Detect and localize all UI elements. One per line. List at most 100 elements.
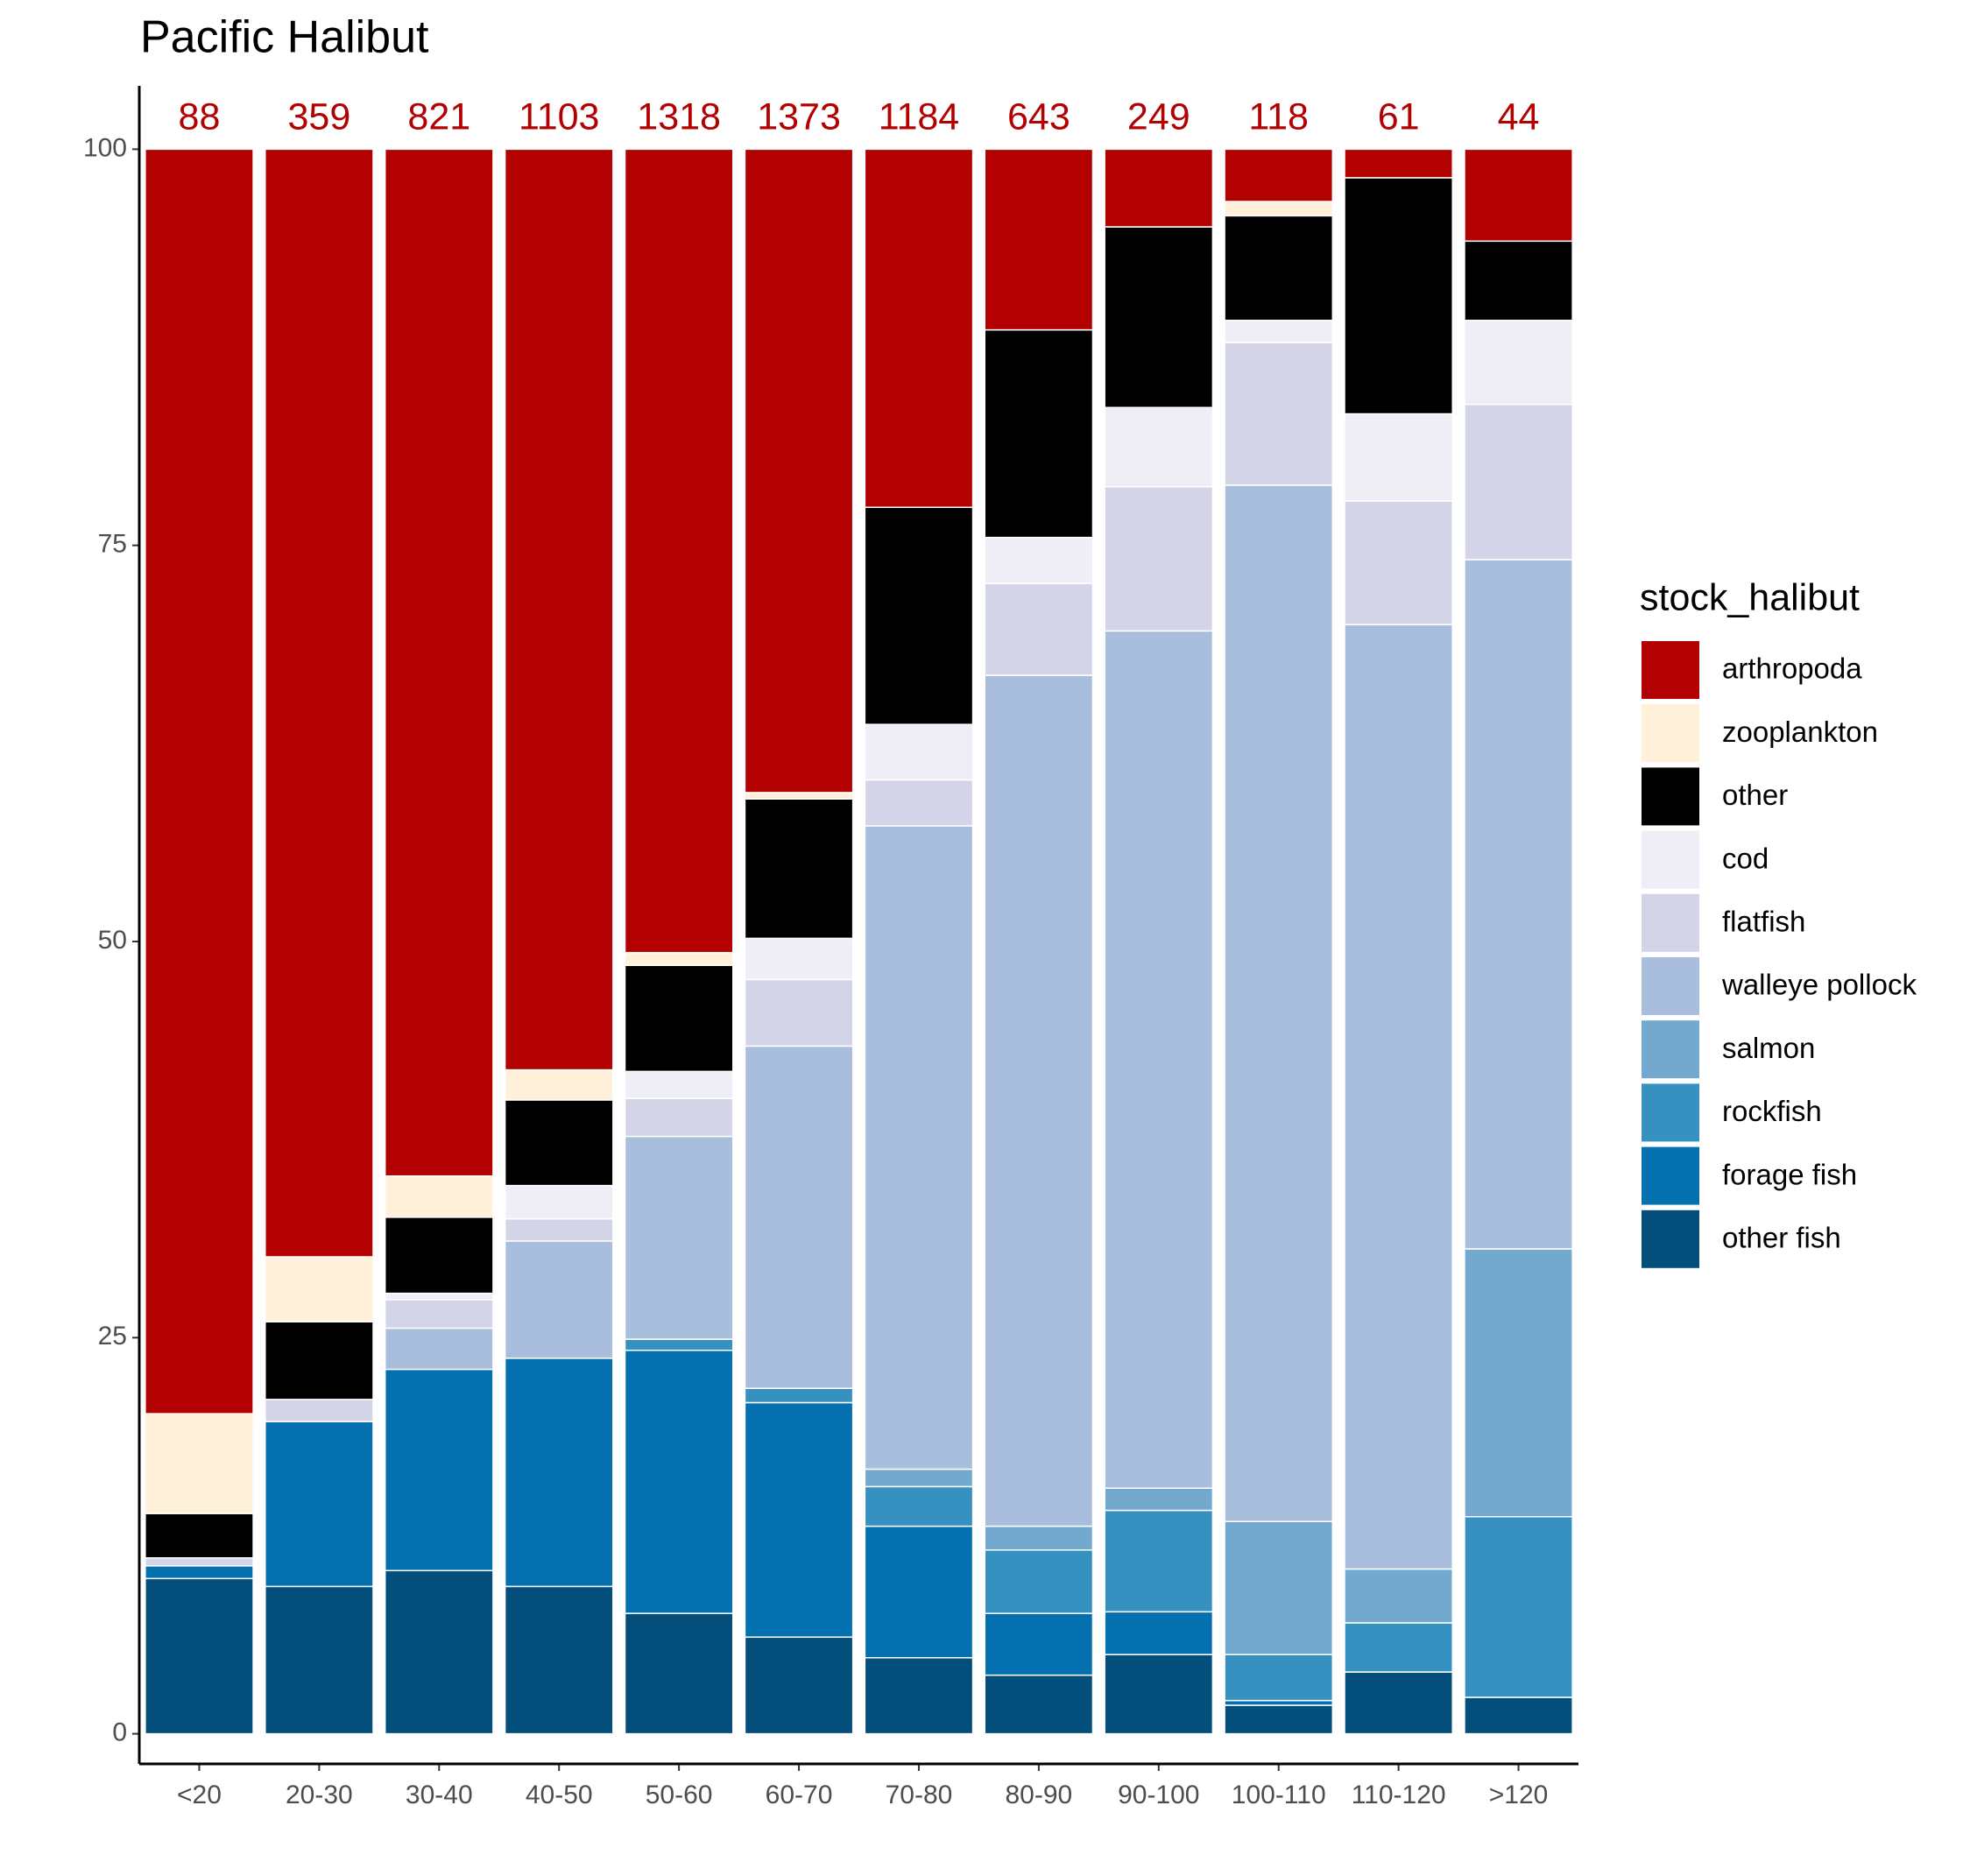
bar-segment [384,1327,494,1371]
legend-label: forage fish [1722,1158,1857,1190]
x-tick-label: <20 [177,1781,222,1809]
bar-segment [1104,406,1214,488]
bar-segment [1104,1611,1214,1655]
bar-segment [1464,1516,1573,1698]
bar-segment [1104,148,1214,228]
bar-segment [265,1585,374,1735]
count-label: 643 [1007,95,1070,138]
x-tick-label: 20-30 [286,1781,353,1809]
bar-segment [864,779,974,827]
bar-segment [1104,1509,1214,1613]
bar-segment [1344,177,1453,415]
x-tick-label: 30-40 [406,1781,473,1809]
x-tick-label: 60-70 [766,1781,833,1809]
count-label: 1103 [519,95,599,138]
legend-label: walleye pollock [1721,969,1917,1001]
bar-segment [1224,201,1334,217]
bar-segment [1344,1568,1453,1624]
bar-segment [744,1045,854,1389]
bar-segment [1224,1520,1334,1655]
bar-segment [1104,1654,1214,1735]
bar-segment [744,798,854,940]
bar-segment [504,148,614,1071]
bar-segment [984,1674,1094,1735]
bar-segment [624,148,734,954]
bar-segment [744,792,854,800]
bar-segment [1224,320,1334,343]
bar-segment [624,964,734,1073]
bar-segment [624,1338,734,1351]
x-tick-label: 100-110 [1232,1781,1326,1809]
bar-segment [504,1240,614,1359]
y-tick-label: 25 [98,1322,127,1351]
bar-segment [384,1368,494,1572]
legend-key [1642,830,1699,889]
legend-key [1642,893,1699,952]
bar-segment [145,148,254,1414]
count-label: 1318 [637,95,721,138]
bar-segment [384,1299,494,1329]
bar-segment [384,1569,494,1735]
bar-segment [864,1525,974,1659]
bar-segment [984,1612,1094,1676]
bar-segment [145,1557,254,1567]
bar-segment [145,1513,254,1559]
count-label: 821 [407,95,470,138]
bar-segment [504,1184,614,1220]
bar-segment [744,1387,854,1404]
bar-segment [1344,1671,1453,1735]
legend-label: flatfish [1722,906,1805,938]
bar-segment [624,1135,734,1340]
legend-title: stock_halibut [1640,576,1860,618]
legend-label: zooplankton [1722,716,1878,748]
bar-segment [984,536,1094,584]
bar-segment [624,1350,734,1614]
bar-segment [1224,1699,1334,1706]
bar-segment [1344,148,1453,179]
x-tick-label: 40-50 [526,1781,593,1809]
count-label: 61 [1378,95,1420,138]
bar-segment [1104,226,1214,409]
y-tick-label: 75 [98,530,127,559]
bar-segment [984,674,1094,1527]
bar-segment [1344,500,1453,625]
bar-segment [1224,342,1334,486]
bar-segment [384,1175,494,1218]
count-label: 1373 [757,95,841,138]
bar-segment [864,723,974,781]
legend-label: arthropoda [1722,652,1862,685]
bar-segment [1224,215,1334,321]
bar-segment [864,148,974,509]
x-tick-label: >120 [1489,1781,1549,1809]
chart-title: Pacific Halibut [140,12,429,63]
bar-segment [145,1413,254,1514]
bar-segment [1224,484,1334,1522]
bar-segment [744,978,854,1047]
count-label: 1184 [879,95,959,138]
bar-segment [864,1657,974,1735]
bar-segment [1224,1704,1334,1735]
x-tick-label: 80-90 [1006,1781,1073,1809]
bar-segment [1464,320,1573,406]
bar-segment [864,506,974,725]
bar-segment [984,328,1094,539]
bar-segment [984,582,1094,676]
y-tick-label: 50 [98,926,127,955]
bar-segment [1344,1622,1453,1673]
legend-key [1642,1210,1699,1268]
bar-segment [624,1070,734,1099]
bar-segment [1104,1487,1214,1512]
legend-key [1642,1083,1699,1142]
bar-segment [744,1636,854,1735]
bar-segment [624,1612,734,1735]
count-label: 44 [1498,95,1540,138]
bar-segment [265,1321,374,1400]
bar-segment [624,1097,734,1138]
bar-segment [265,148,374,1258]
bar-segment [624,951,734,966]
legend-key [1642,957,1699,1015]
bar-segment [1224,1654,1334,1702]
legend-label: cod [1722,842,1769,874]
bar-segment [864,1485,974,1527]
bar-segment [504,1585,614,1735]
